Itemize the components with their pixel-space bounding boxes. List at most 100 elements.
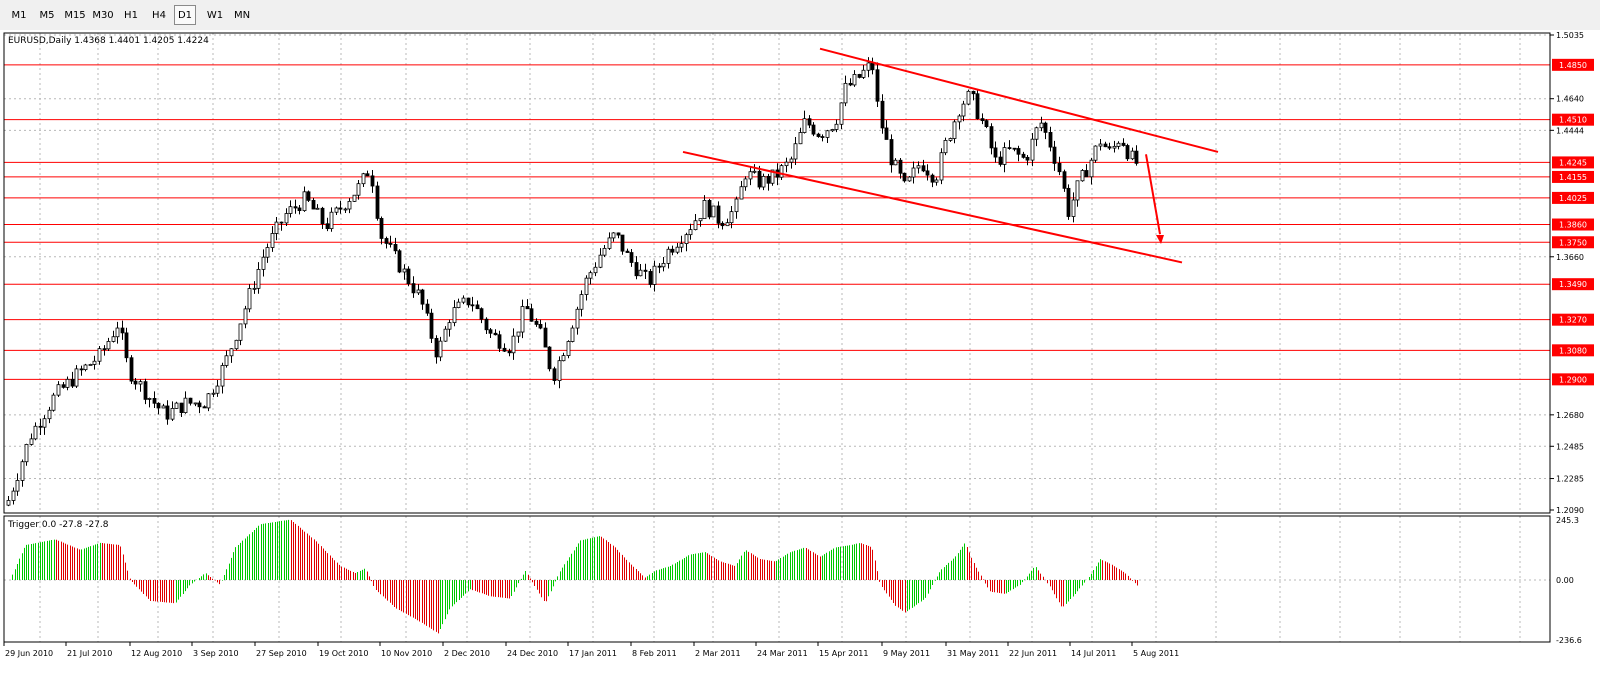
candle-bull <box>761 175 766 188</box>
candle-bear <box>1043 122 1048 133</box>
candle-bear <box>811 124 816 135</box>
indicator-tick-label: 0.00 <box>1556 576 1574 585</box>
candle-bull <box>111 336 116 342</box>
candle-bear <box>884 127 889 140</box>
level-label: 1.4155 <box>1559 173 1587 182</box>
timeframe-m15-button[interactable]: M15 <box>64 10 86 21</box>
trendline-upper[interactable] <box>819 47 1219 153</box>
candle-bear <box>880 100 885 129</box>
candle-bear <box>488 329 493 334</box>
candle-bull <box>725 222 730 227</box>
candle-bear <box>375 185 380 219</box>
candle-bull <box>1034 127 1039 140</box>
candle-bull <box>779 165 784 178</box>
chart-area[interactable]: EURUSD,Daily 1.4368 1.4401 1.4205 1.4224… <box>0 30 1600 678</box>
candle-bull <box>793 143 798 160</box>
candle-bear <box>629 252 634 263</box>
candle-bear <box>297 207 302 212</box>
time-tick-label: 17 Jan 2011 <box>569 649 617 658</box>
trend-channel <box>682 47 1219 264</box>
candle-bull <box>602 247 607 256</box>
candle-bear <box>188 397 193 404</box>
candle-bull <box>220 365 225 387</box>
timeframe-m5-button[interactable]: M5 <box>39 10 55 21</box>
candle-bull <box>65 378 70 388</box>
candle-bull <box>557 360 562 381</box>
time-tick-label: 14 Jul 2011 <box>1071 649 1116 658</box>
candle-bull <box>570 327 575 342</box>
timeframe-h4-button[interactable]: H4 <box>152 10 166 21</box>
candle-bull <box>1075 180 1080 201</box>
time-tick-label: 12 Aug 2010 <box>131 649 182 658</box>
candle-bear <box>388 243 393 245</box>
candle-bear <box>1125 145 1130 160</box>
candle-bear <box>648 271 653 285</box>
candle-bear <box>370 175 375 187</box>
candle-bull <box>702 200 707 220</box>
timeframe-mn-button[interactable]: MN <box>233 10 251 21</box>
candle-bull <box>256 268 261 289</box>
candle-bull <box>211 392 216 395</box>
time-tick-label: 15 Apr 2011 <box>819 649 868 658</box>
candle-bull <box>839 102 844 125</box>
time-tick-label: 2 Mar 2011 <box>695 649 741 658</box>
candle-bear <box>766 175 771 184</box>
indicator-tick-label: -236.6 <box>1556 636 1582 645</box>
candle-bull <box>943 140 948 154</box>
level-label-box <box>1552 344 1594 357</box>
candle-bear <box>552 368 557 381</box>
time-tick-label: 2 Dec 2010 <box>444 649 490 658</box>
candle-bear <box>534 320 539 325</box>
candle-bear <box>479 308 484 320</box>
candle-bear <box>625 250 630 253</box>
candle-bull <box>957 115 962 123</box>
candle-bull <box>675 246 680 253</box>
candle-bull <box>138 381 143 385</box>
indicator-tick-label: 245.3 <box>1556 516 1579 525</box>
time-tick-label: 5 Aug 2011 <box>1133 649 1179 658</box>
candle-bear <box>306 191 311 201</box>
time-tick-label: 10 Nov 2010 <box>381 649 432 658</box>
candle-bull <box>748 171 753 180</box>
trendline-lower[interactable] <box>682 150 1183 264</box>
chart-background <box>0 30 1600 678</box>
candle-bull <box>1116 142 1121 147</box>
candle-bull <box>88 364 93 366</box>
indicator-panel-border <box>3 515 1551 643</box>
timeframe-d1-button[interactable]: D1 <box>174 5 196 25</box>
candle-bull <box>11 490 16 501</box>
candle-bear <box>38 425 43 428</box>
candle-bull <box>252 287 257 290</box>
candle-bull <box>456 301 461 308</box>
candle-bull <box>584 277 589 295</box>
candle-bull <box>461 297 466 303</box>
candle-bull <box>224 355 229 366</box>
candle-bull <box>352 194 357 202</box>
candle-bear <box>61 384 66 388</box>
candle-bull <box>416 289 421 294</box>
timeframe-h1-button[interactable]: H1 <box>124 10 138 21</box>
candle-bull <box>1112 145 1117 149</box>
candle-bear <box>133 380 138 385</box>
timeframe-w1-button[interactable]: W1 <box>206 10 224 21</box>
candle-bull <box>1089 159 1094 178</box>
timeframe-m1-button[interactable]: M1 <box>11 10 27 21</box>
candle-bear <box>406 268 411 285</box>
candle-bull <box>361 173 366 185</box>
candle-bull <box>688 229 693 236</box>
candle-bear <box>470 304 475 307</box>
time-axis: 29 Jun 2010 21 Jul 2010 12 Aug 2010 3 Sep 2… <box>3 642 1179 658</box>
timeframe-m30-button[interactable]: M30 <box>92 10 114 21</box>
projection-arrow-shaft[interactable] <box>1145 154 1161 235</box>
time-tick-label: 22 Jun 2011 <box>1009 649 1057 658</box>
candle-bear <box>434 337 439 358</box>
level-label-box <box>1552 373 1594 386</box>
candle-bear <box>820 136 825 138</box>
main-chart-info: EURUSD,Daily 1.4368 1.4401 1.4205 1.4224 <box>8 36 209 46</box>
candle-bull <box>51 394 56 411</box>
price-axis: 1.5035 1.4640 1.4444 1.3660 1.2680 1.2485 1.22… <box>1550 31 1584 515</box>
candle-bull <box>916 165 921 169</box>
candle-bear <box>152 398 157 404</box>
time-tick-label: 29 Jun 2010 <box>5 649 53 658</box>
candle-bear <box>493 332 498 336</box>
